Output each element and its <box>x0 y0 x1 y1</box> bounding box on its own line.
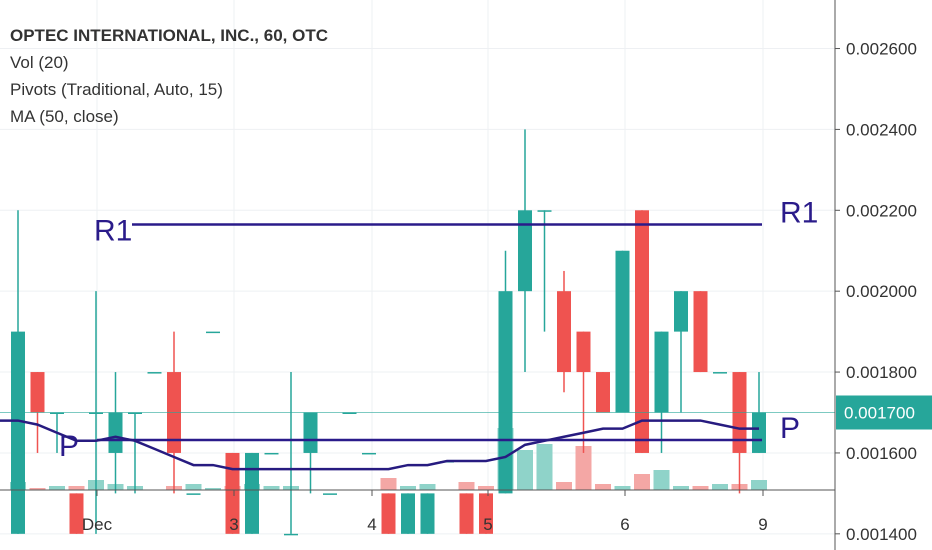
candle-body <box>479 493 493 534</box>
x-tick-label: 9 <box>758 515 767 534</box>
y-tick-label: 0.002600 <box>846 40 917 59</box>
y-tick-label: 0.001400 <box>846 525 917 544</box>
candle-body <box>30 372 45 413</box>
candle-body <box>537 210 552 212</box>
y-tick-label: 0.002200 <box>846 201 917 220</box>
candle-body <box>713 372 727 374</box>
volume-bar <box>380 478 397 490</box>
volume-bar <box>712 484 728 490</box>
ma-line <box>0 419 759 471</box>
volume-bar <box>556 482 572 490</box>
x-tick-label: 3 <box>229 515 238 534</box>
last-price-badge <box>836 395 932 430</box>
volume-bar <box>634 474 650 490</box>
volume-bar <box>536 444 553 490</box>
candle-body <box>596 372 610 413</box>
candle-body <box>186 493 201 495</box>
volume-bar <box>205 488 221 490</box>
volume-bar <box>263 486 280 490</box>
chart-title: OPTEC INTERNATIONAL, INC., 60, OTC <box>10 26 328 45</box>
volume-bar <box>517 450 533 490</box>
candle-body <box>264 452 279 455</box>
x-tick-label: Dec <box>82 515 113 534</box>
candle-body <box>518 210 532 292</box>
indicator-ma[interactable]: MA (50, close) <box>10 107 119 126</box>
volume-bar <box>400 486 416 490</box>
candle-body <box>635 210 649 453</box>
y-tick-label: 0.001800 <box>846 363 917 382</box>
volume-bar <box>458 482 475 490</box>
candle-body <box>147 372 162 374</box>
candle-body <box>557 291 571 373</box>
candle-body <box>11 331 25 534</box>
candle-body <box>693 291 708 373</box>
volume-bar <box>751 480 767 490</box>
pivot-label-right: P <box>780 412 800 445</box>
candle-body <box>69 493 84 534</box>
volume-bar <box>49 486 65 490</box>
volume-bar <box>673 486 689 490</box>
y-tick-label: 0.001600 <box>846 444 917 463</box>
candle-body <box>615 250 630 413</box>
candle-body <box>420 493 435 534</box>
x-tick-label: 4 <box>367 515 376 534</box>
y-tick-label: 0.002000 <box>846 282 917 301</box>
candle-body <box>576 331 591 373</box>
volume-bar <box>478 486 494 490</box>
candlesticks <box>11 129 766 536</box>
volume-bar <box>595 484 611 490</box>
candle-body <box>225 452 240 534</box>
volume-bar <box>692 486 709 490</box>
x-tick-label: 6 <box>620 515 629 534</box>
candle-body <box>674 291 688 332</box>
candle-body <box>459 493 474 534</box>
volume-bar <box>185 484 202 490</box>
candle-body <box>342 412 357 414</box>
candle-body <box>50 412 64 414</box>
pivot-label-left: P <box>59 430 79 463</box>
candle-body <box>206 331 220 334</box>
volume-bar <box>68 486 85 490</box>
volume-bar <box>614 486 631 490</box>
moving-average <box>0 419 759 471</box>
candle-body <box>401 493 415 534</box>
volume-bar <box>653 470 670 490</box>
grid-lines <box>0 0 835 535</box>
candle-body <box>284 533 298 536</box>
candle-body <box>89 412 103 414</box>
candle-body <box>654 331 669 413</box>
pivot-label-left: R1 <box>94 214 132 247</box>
x-tick-label: 5 <box>483 515 492 534</box>
candle-body <box>108 412 123 453</box>
candle-body <box>752 412 766 453</box>
last-price-label: 0.001700 <box>844 404 915 423</box>
candle-body <box>323 493 337 495</box>
candle-body <box>128 412 142 414</box>
volume-bar <box>29 488 46 490</box>
pivot-lines: R1 R1 P P <box>0 196 835 463</box>
candle-body <box>381 493 396 534</box>
indicator-volume[interactable]: Vol (20) <box>10 53 69 72</box>
indicator-pivots[interactable]: Pivots (Traditional, Auto, 15) <box>10 80 223 99</box>
candle-body <box>245 452 259 534</box>
volume-bar <box>419 484 436 490</box>
chart-legend: OPTEC INTERNATIONAL, INC., 60, OTC Vol (… <box>10 22 328 130</box>
volume-bar <box>575 446 592 490</box>
pivot-label-right: R1 <box>780 196 818 229</box>
candle-body <box>303 412 318 453</box>
candle-body <box>498 291 513 494</box>
y-tick-label: 0.002400 <box>846 120 917 139</box>
candle-body <box>362 452 376 455</box>
